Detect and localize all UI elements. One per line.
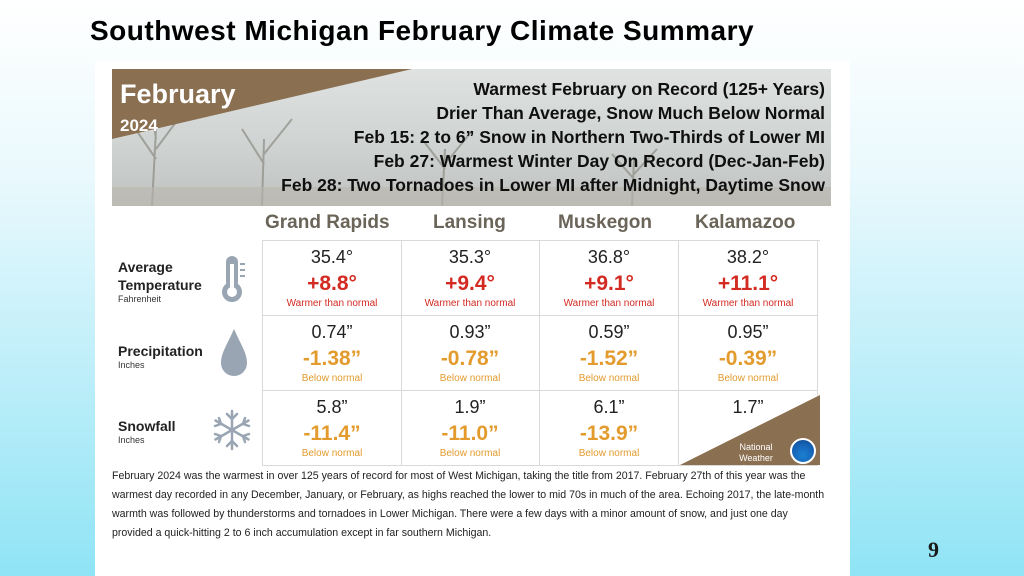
headline-3: Feb 15: 2 to 6” Snow in Northern Two-Thi… xyxy=(353,127,825,147)
headline-5: Feb 28: Two Tornadoes in Lower MI after … xyxy=(281,175,825,195)
cell-temp-lansing: 35.3° +9.4° Warmer than normal xyxy=(401,241,540,316)
cell-snow-grand-rapids: 5.8” -11.4” Below normal xyxy=(262,391,402,466)
header-banner: February 2024 Warmest February on Record… xyxy=(112,69,831,206)
raindrop-icon xyxy=(221,329,247,376)
climate-data-grid: 35.4° +8.8° Warmer than normal 35.3° +9.… xyxy=(262,240,820,466)
nws-corner-triangle xyxy=(680,395,820,465)
cell-temp-muskegon: 36.8° +9.1° Warmer than normal xyxy=(540,241,679,316)
cell-snow-lansing: 1.9” -11.0” Below normal xyxy=(401,391,540,466)
banner-month: February xyxy=(120,79,236,109)
page-number: 9 xyxy=(928,537,939,562)
slide-title: Southwest Michigan February Climate Summ… xyxy=(90,15,755,46)
cell-snow-muskegon: 6.1” -13.9” Below normal xyxy=(540,391,679,466)
banner-headlines: Warmest February on Record (125+ Years) … xyxy=(281,77,825,197)
headline-4: Feb 27: Warmest Winter Day On Record (De… xyxy=(373,151,825,171)
cell-precip-muskegon: 0.59” -1.52” Below normal xyxy=(540,316,679,391)
cell-temp-grand-rapids: 35.4° +8.8° Warmer than normal xyxy=(262,241,402,316)
cell-precip-lansing: 0.93” -0.78” Below normal xyxy=(401,316,540,391)
city-muskegon: Muskegon xyxy=(558,212,652,233)
cell-temp-kalamazoo: 38.2° +11.1° Warmer than normal xyxy=(679,241,818,316)
thermometer-icon xyxy=(222,256,245,302)
row-label-temperature: Average Temperature Fahrenheit xyxy=(118,259,202,304)
climate-summary-card: February 2024 Warmest February on Record… xyxy=(95,61,850,576)
bare-trees-background xyxy=(112,98,831,206)
banner-brown-triangle xyxy=(112,69,412,139)
city-grand-rapids: Grand Rapids xyxy=(265,212,390,233)
headline-2: Drier Than Average, Snow Much Below Norm… xyxy=(436,103,825,123)
nws-label: National Weather Service xyxy=(739,442,773,474)
snowflake-icon xyxy=(213,409,251,451)
noaa-logo-icon xyxy=(790,438,816,464)
row-label-precipitation: Precipitation Inches xyxy=(118,343,203,370)
row-label-snowfall: Snowfall Inches xyxy=(118,418,176,445)
banner-year: 2024 xyxy=(120,116,158,135)
city-lansing: Lansing xyxy=(433,212,506,233)
headline-1: Warmest February on Record (125+ Years) xyxy=(473,79,825,99)
cell-precip-grand-rapids: 0.74” -1.38” Below normal xyxy=(262,316,402,391)
city-kalamazoo: Kalamazoo xyxy=(695,212,796,233)
cell-precip-kalamazoo: 0.95” -0.39” Below normal xyxy=(679,316,818,391)
summary-paragraph: February 2024 was the warmest in over 12… xyxy=(112,470,825,539)
